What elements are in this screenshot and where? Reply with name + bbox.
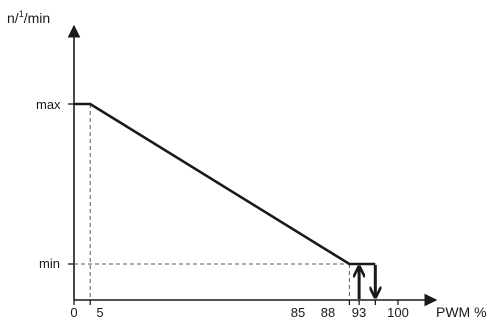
y-axis-label: n/1/min bbox=[7, 9, 50, 26]
y-level-label-max: max bbox=[36, 97, 61, 112]
y-level-label-min: min bbox=[39, 256, 60, 271]
x-tick-label-0: 0 bbox=[70, 305, 77, 320]
x-tick-label-85: 85 bbox=[291, 305, 305, 320]
y-axis-label-superscript: 1 bbox=[19, 9, 24, 19]
x-tick-label-100: 100 bbox=[387, 305, 409, 320]
x-tick-label-5: 5 bbox=[96, 305, 103, 320]
y-axis-label-prefix: n/ bbox=[7, 10, 19, 26]
series-line-0 bbox=[74, 102, 376, 266]
x-tick-label-93: 93 bbox=[352, 305, 366, 320]
x-tick-label-88: 88 bbox=[321, 305, 335, 320]
x-axis-label: PWM % bbox=[436, 304, 487, 320]
chart-marks bbox=[68, 102, 399, 305]
y-axis-label-suffix: /min bbox=[24, 10, 50, 26]
